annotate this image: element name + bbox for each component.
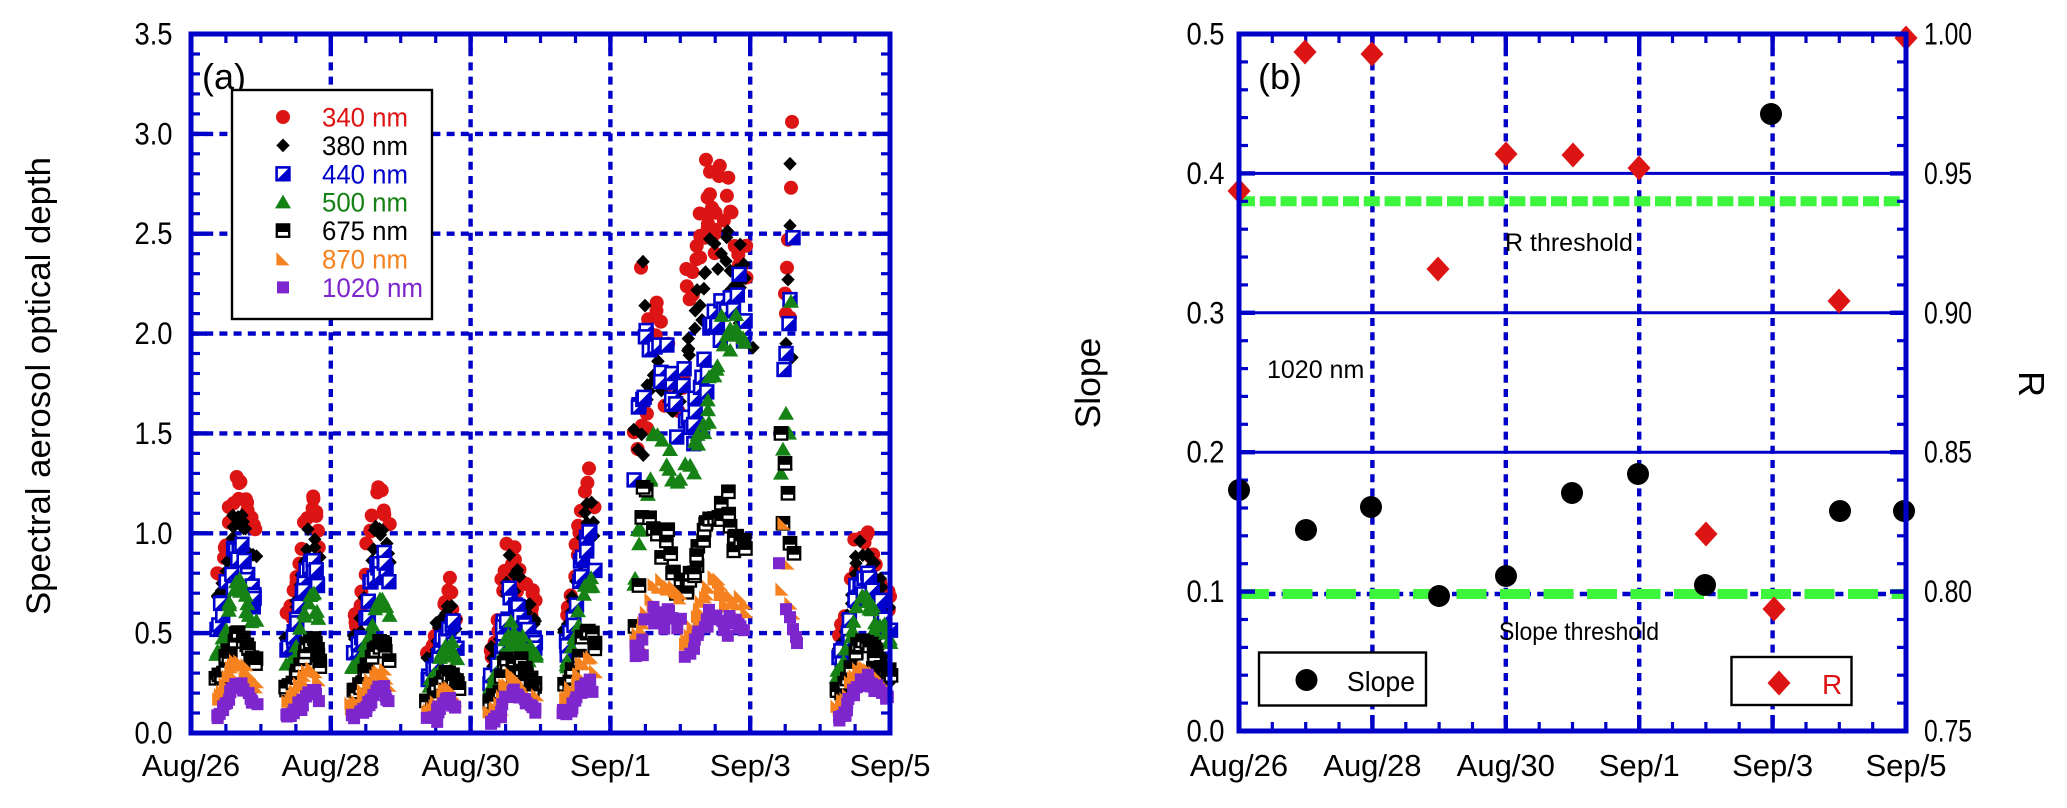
svg-text:0.3: 0.3 [1187, 294, 1225, 330]
svg-text:(b): (b) [1258, 56, 1302, 97]
svg-text:870 nm: 870 nm [322, 245, 408, 275]
svg-text:1.0: 1.0 [135, 515, 173, 551]
svg-text:Aug/30: Aug/30 [421, 748, 519, 783]
svg-text:Aug/28: Aug/28 [1323, 748, 1421, 783]
svg-text:1.00: 1.00 [1924, 16, 1972, 52]
svg-text:675 nm: 675 nm [322, 216, 408, 246]
svg-text:0.1: 0.1 [1187, 573, 1225, 609]
svg-text:0.5: 0.5 [1187, 16, 1225, 52]
svg-text:0.0: 0.0 [135, 715, 173, 751]
svg-text:2.0: 2.0 [135, 315, 173, 351]
svg-text:Slope threshold: Slope threshold [1499, 618, 1659, 646]
svg-text:Sep/5: Sep/5 [849, 748, 930, 783]
svg-text:2.5: 2.5 [135, 215, 173, 251]
svg-text:Aug/30: Aug/30 [1457, 748, 1555, 783]
svg-text:1.5: 1.5 [135, 415, 173, 451]
svg-text:Slope: Slope [1068, 338, 1108, 429]
svg-text:1020 nm: 1020 nm [322, 273, 423, 303]
svg-text:R: R [1822, 669, 1842, 700]
svg-text:Spectral aerosol optical depth: Spectral aerosol optical depth [20, 157, 58, 615]
svg-text:440 nm: 440 nm [322, 159, 408, 189]
svg-text:500 nm: 500 nm [322, 188, 408, 218]
svg-text:R threshold: R threshold [1505, 229, 1633, 257]
svg-text:Sep/1: Sep/1 [570, 748, 651, 783]
svg-text:0.0: 0.0 [1187, 713, 1225, 749]
svg-text:340 nm: 340 nm [322, 103, 408, 133]
svg-text:Sep/3: Sep/3 [1732, 748, 1813, 783]
svg-text:0.5: 0.5 [135, 615, 173, 651]
svg-text:Sep/3: Sep/3 [710, 748, 791, 783]
svg-text:0.2: 0.2 [1187, 434, 1225, 470]
svg-text:380 nm: 380 nm [322, 131, 408, 161]
svg-text:Aug/26: Aug/26 [1190, 748, 1288, 783]
svg-text:Aug/26: Aug/26 [142, 748, 240, 783]
svg-text:Slope: Slope [1347, 666, 1415, 697]
svg-text:R: R [2011, 371, 2052, 397]
svg-text:0.90: 0.90 [1924, 294, 1972, 330]
svg-text:1020 nm: 1020 nm [1267, 356, 1364, 384]
svg-text:Aug/28: Aug/28 [282, 748, 380, 783]
svg-text:0.75: 0.75 [1924, 713, 1972, 749]
svg-text:0.4: 0.4 [1187, 155, 1225, 191]
svg-text:Sep/5: Sep/5 [1865, 748, 1946, 783]
svg-text:Sep/1: Sep/1 [1599, 748, 1680, 783]
svg-text:3.0: 3.0 [135, 115, 173, 151]
svg-text:0.85: 0.85 [1924, 434, 1972, 470]
svg-text:0.80: 0.80 [1924, 573, 1972, 609]
svg-text:0.95: 0.95 [1924, 155, 1972, 191]
svg-text:3.5: 3.5 [135, 16, 173, 52]
